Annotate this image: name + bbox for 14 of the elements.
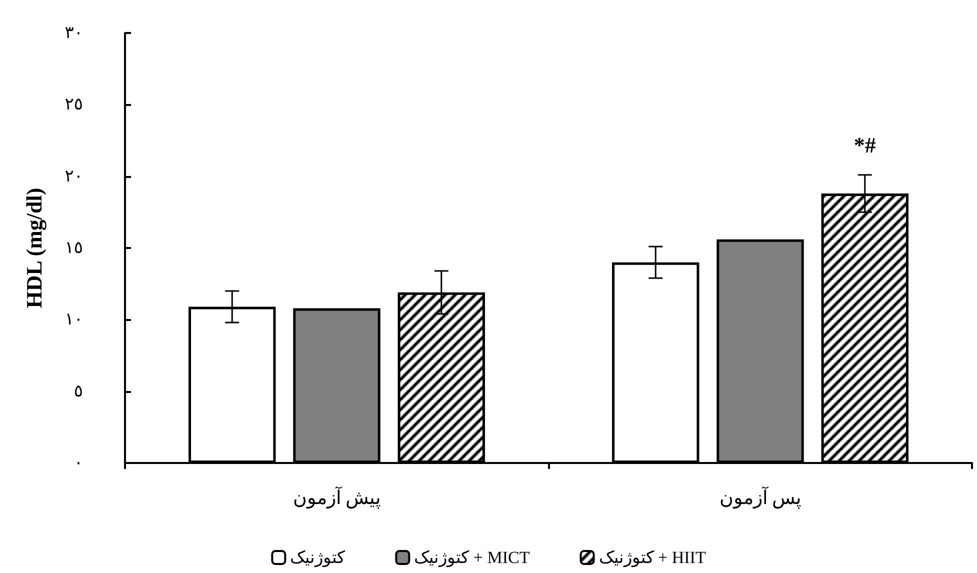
legend-label: کتوژنیک — [290, 548, 346, 568]
y-tick-label: ٥ — [74, 381, 83, 402]
annotation: *# — [854, 132, 876, 158]
y-tick-label: ١٠ — [64, 310, 83, 330]
y-tick-label: ٢٠ — [64, 166, 83, 186]
y-tick-label: ١٥ — [64, 238, 83, 258]
legend-label: کتوژنیک + MICT — [414, 548, 530, 568]
y-tick-label: ٢٥ — [64, 94, 83, 115]
y-tick-label: ٣٠ — [64, 23, 83, 43]
x-tick-label: پس آزمون — [719, 486, 802, 509]
x-tick-label: پیش آزمون — [292, 486, 381, 509]
y-tick-label: ٠ — [74, 453, 83, 473]
legend-label: کتوژنیک + HIIT — [598, 548, 706, 568]
y-axis-title: HDL (mg/dl) — [22, 188, 46, 308]
